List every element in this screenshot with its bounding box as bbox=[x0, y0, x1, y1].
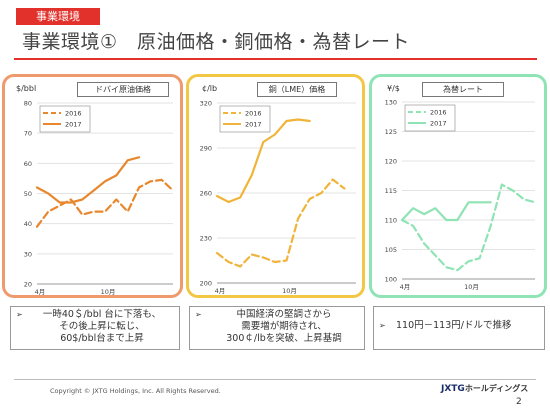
chart-copper: 200 230 260 290 320 4月 10月 2016 2017 bbox=[200, 100, 356, 295]
y-tick-label: 125 bbox=[385, 128, 397, 136]
bullet-icon: ➢ bbox=[195, 310, 202, 319]
x-tick-label: 10月 bbox=[282, 287, 297, 295]
unit-label: ¢/lb bbox=[202, 84, 218, 93]
section-tag: 事業環境 bbox=[16, 8, 100, 25]
series-line-2017 bbox=[35, 156, 141, 204]
logo-main: JXTG bbox=[441, 384, 465, 394]
y-tick-label: 120 bbox=[385, 158, 397, 166]
note-fx-rate: ➢ 110円－113円/ドルで推移 bbox=[373, 306, 545, 350]
series-line-2016 bbox=[400, 183, 537, 272]
chart-crude-oil: 20 30 40 50 60 70 80 4月 10月 2016 2017 bbox=[24, 100, 175, 295]
y-tick-label: 20 bbox=[24, 281, 32, 289]
series-line-2016 bbox=[215, 178, 346, 268]
legend-label: 2017 bbox=[430, 120, 447, 128]
legend-box bbox=[219, 105, 271, 133]
note-line: 一時40＄/bbl 台に下落も、 bbox=[42, 309, 162, 320]
y-tick-label: 60 bbox=[24, 160, 32, 168]
chart-panel-copper: ¢/lb 銅（LME）価格 200 230 260 290 320 4月 10月 2016 20… bbox=[186, 74, 365, 298]
y-tick-label: 115 bbox=[385, 187, 397, 195]
company-logo: JXTGホールディングス bbox=[441, 383, 528, 394]
note-line: 需要増が期待され、 bbox=[241, 321, 327, 332]
y-tick-label: 100 bbox=[385, 276, 397, 284]
y-tick-label: 290 bbox=[200, 145, 212, 153]
page-title: 事業環境① 原油価格・銅価格・為替レート bbox=[22, 31, 411, 53]
chart-panel-crude-oil: $/bbl ドバイ原油価格 20 30 40 50 60 70 80 4月 10月 2016 201… bbox=[2, 74, 183, 298]
panel-title: ドバイ原油価格 bbox=[77, 82, 169, 97]
panel-title: 銅（LME）価格 bbox=[257, 82, 337, 97]
note-copper: ➢ 中国経済の堅調さから 需要増が期待され、 300￠/lbを突破、上昇基調 bbox=[189, 306, 365, 350]
chart-panel-fx: ¥/$ 為替レート 100 105 110 115 120 125 130 4月 10月 2016… bbox=[369, 74, 547, 298]
note-line: 300￠/lbを突破、上昇基調 bbox=[226, 333, 342, 344]
legend-label: 2016 bbox=[430, 109, 447, 117]
legend-box bbox=[39, 105, 91, 133]
note-line: 60$/bbl台まで上昇 bbox=[60, 333, 144, 344]
bullet-icon: ➢ bbox=[379, 321, 386, 330]
legend-box bbox=[404, 104, 456, 132]
logo-sub: ホールディングス bbox=[464, 384, 529, 393]
legend-label: 2017 bbox=[245, 121, 262, 129]
series-line-2016 bbox=[35, 178, 175, 228]
x-tick-label: 10月 bbox=[101, 288, 116, 295]
copyright-text: Copyright © JXTG Holdings, Inc. All Righ… bbox=[50, 387, 221, 395]
panel-title: 為替レート bbox=[422, 82, 504, 97]
x-tick-label: 4月 bbox=[35, 288, 46, 295]
note-line: 中国経済の堅調さから bbox=[236, 309, 332, 320]
y-tick-label: 50 bbox=[24, 190, 32, 198]
note-crude-oil: ➢ 一時40＄/bbl 台に下落も、 その後上昇に転じ、 60$/bbl台まで上… bbox=[10, 306, 180, 350]
y-tick-label: 80 bbox=[24, 100, 32, 108]
note-line: 110円－113円/ドルで推移 bbox=[396, 320, 512, 331]
y-tick-label: 260 bbox=[200, 190, 212, 198]
y-tick-label: 105 bbox=[385, 246, 397, 254]
x-tick-label: 10月 bbox=[464, 283, 479, 291]
series-line-2017 bbox=[215, 118, 311, 204]
legend-label: 2016 bbox=[245, 110, 262, 118]
y-tick-label: 70 bbox=[24, 130, 32, 138]
series-line-2017 bbox=[400, 201, 492, 222]
x-tick-label: 4月 bbox=[215, 287, 226, 295]
y-tick-label: 230 bbox=[200, 235, 212, 243]
y-tick-label: 200 bbox=[200, 280, 212, 288]
note-line: その後上昇に転じ、 bbox=[59, 321, 145, 332]
title-divider bbox=[14, 58, 537, 60]
y-tick-label: 30 bbox=[24, 250, 32, 258]
bullet-icon: ➢ bbox=[16, 310, 23, 319]
legend-label: 2016 bbox=[65, 110, 82, 118]
x-tick-label: 4月 bbox=[400, 283, 411, 291]
y-tick-label: 40 bbox=[24, 220, 32, 228]
unit-label: $/bbl bbox=[16, 84, 37, 93]
page-number: 2 bbox=[516, 397, 522, 407]
legend-label: 2017 bbox=[65, 121, 82, 129]
y-tick-label: 320 bbox=[200, 100, 212, 108]
y-tick-label: 110 bbox=[385, 217, 397, 225]
unit-label: ¥/$ bbox=[387, 84, 400, 93]
chart-fx-rate: 100 105 110 115 120 125 130 4月 10月 2016 2017 bbox=[385, 99, 537, 291]
y-tick-label: 130 bbox=[385, 99, 397, 107]
footer-divider bbox=[14, 379, 536, 380]
